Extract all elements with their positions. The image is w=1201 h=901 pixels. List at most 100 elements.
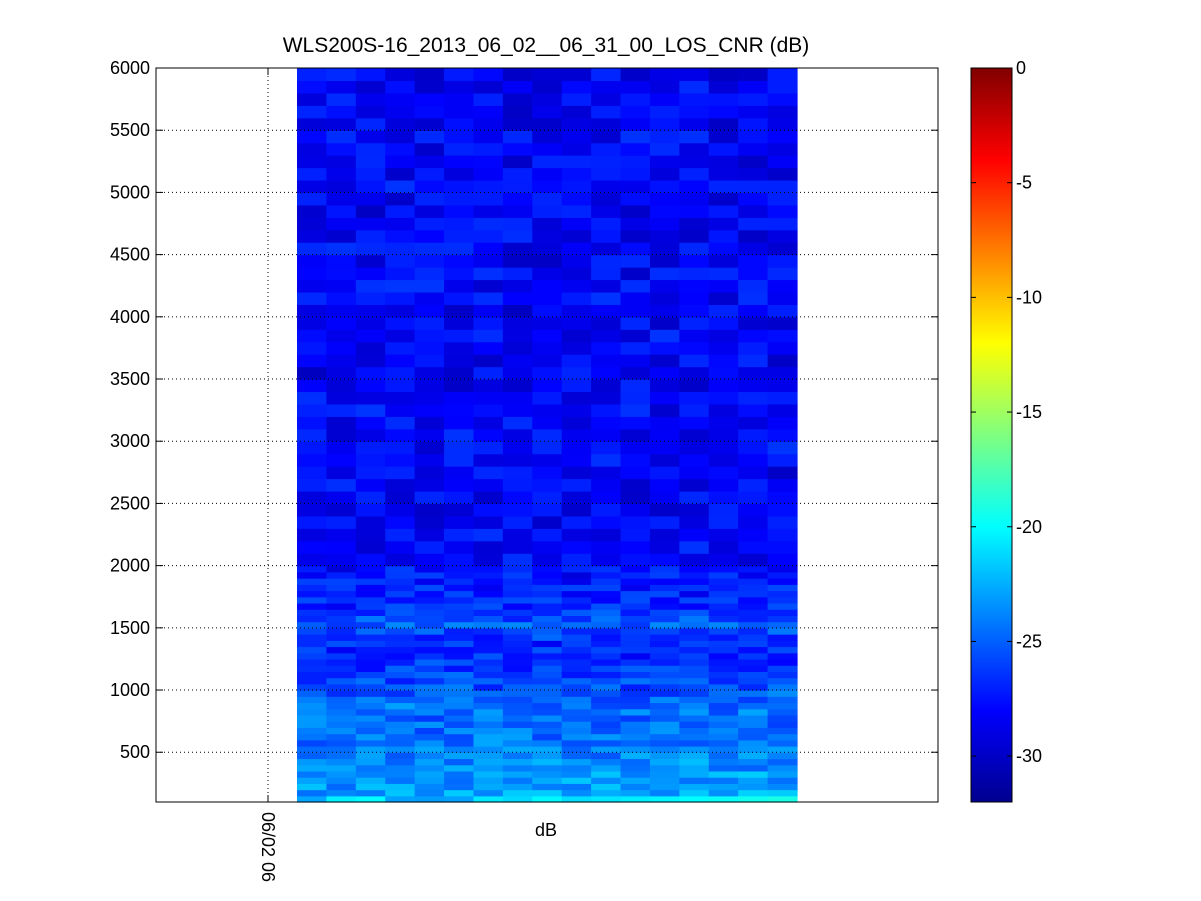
y-tick-label: 1000 [110, 680, 150, 700]
heatmap-cell [326, 155, 357, 169]
heatmap-cell [297, 117, 328, 131]
heatmap-cell [532, 117, 563, 131]
heatmap-cell [473, 721, 504, 728]
heatmap-cell [708, 403, 739, 417]
heatmap-cell [414, 316, 445, 330]
heatmap-cell [444, 708, 475, 716]
heatmap-cell [532, 316, 563, 330]
heatmap-cell [679, 609, 710, 616]
heatmap-cell [532, 229, 563, 243]
heatmap-cell [326, 503, 357, 517]
heatmap-cell [708, 677, 739, 685]
heatmap-cell [679, 658, 710, 666]
heatmap-cell [620, 596, 651, 604]
heatmap-cell [326, 528, 357, 542]
heatmap-cell [561, 341, 592, 355]
colorbar-tick-label: -30 [1016, 746, 1042, 766]
heatmap-cell [414, 640, 445, 648]
heatmap-cell [355, 179, 386, 194]
heatmap-cell [297, 646, 328, 654]
y-tick-label: 1500 [110, 618, 150, 638]
heatmap-cell [297, 453, 328, 467]
heatmap-cell [532, 671, 563, 679]
heatmap-cell [297, 130, 328, 144]
heatmap-cell [385, 683, 416, 691]
heatmap-cell [297, 528, 328, 542]
heatmap-cell [297, 652, 328, 660]
heatmap-cell [649, 204, 680, 218]
heatmap-cell [326, 708, 357, 716]
heatmap-cell [738, 584, 769, 592]
heatmap-cell [591, 721, 622, 728]
heatmap-cell [591, 242, 622, 256]
heatmap-cell [649, 155, 680, 169]
heatmap-cell [385, 403, 416, 417]
heatmap-cell [679, 68, 710, 82]
heatmap-cell [591, 354, 622, 368]
heatmap-cell [561, 627, 592, 635]
heatmap-cell [649, 179, 680, 194]
heatmap-cell [473, 466, 504, 480]
heatmap-cell [532, 777, 563, 784]
heatmap-cell [385, 783, 416, 791]
heatmap-cell [679, 291, 710, 305]
heatmap-cell [502, 783, 533, 791]
heatmap-cell [444, 130, 475, 144]
heatmap-cell [767, 242, 798, 256]
heatmap-cell [649, 503, 680, 517]
heatmap-cell [355, 739, 386, 747]
heatmap-cell [649, 677, 680, 685]
heatmap-cell [444, 403, 475, 417]
heatmap-cell [444, 254, 475, 268]
heatmap-cell [679, 733, 710, 741]
colorbar-tick-label: -25 [1016, 631, 1042, 651]
heatmap-cell [502, 652, 533, 660]
heatmap-cell [414, 602, 445, 610]
heatmap-cell [679, 130, 710, 144]
heatmap-cell [708, 316, 739, 330]
heatmap-cell [708, 696, 739, 704]
heatmap-cell [414, 795, 445, 803]
heatmap-cell [326, 267, 357, 281]
heatmap-cell [473, 789, 504, 797]
heatmap-cell [591, 316, 622, 330]
heatmap-cell [473, 777, 504, 784]
heatmap-cell [738, 515, 769, 529]
heatmap-cell [444, 696, 475, 704]
heatmap-cell [708, 721, 739, 728]
heatmap-cell [591, 752, 622, 760]
heatmap-cell [297, 540, 328, 554]
heatmap-cell [620, 130, 651, 144]
heatmap-cell [620, 466, 651, 480]
heatmap-cell [561, 515, 592, 529]
heatmap-cell [620, 746, 651, 753]
heatmap-cell [620, 515, 651, 529]
heatmap-cell [326, 584, 357, 592]
heatmap-cell [355, 708, 386, 716]
heatmap-cell [532, 702, 563, 710]
heatmap-cell [502, 267, 533, 281]
heatmap-cell [385, 708, 416, 716]
heatmap-cell [355, 789, 386, 797]
heatmap-cell [561, 652, 592, 660]
heatmap-cell [679, 584, 710, 592]
heatmap-cell [444, 602, 475, 610]
heatmap-cell [385, 217, 416, 231]
heatmap-cell [532, 428, 563, 442]
heatmap-cell [444, 105, 475, 119]
heatmap-cell [679, 690, 710, 697]
heatmap-cell [473, 764, 504, 772]
heatmap-cell [473, 503, 504, 517]
heatmap-cell [649, 609, 680, 616]
heatmap-cell [591, 267, 622, 281]
heatmap-cell [649, 746, 680, 753]
heatmap-cell [473, 733, 504, 741]
heatmap-cell [738, 702, 769, 710]
heatmap-cell [502, 634, 533, 641]
heatmap-cell [297, 752, 328, 760]
heatmap-cell [620, 683, 651, 691]
heatmap-cell [620, 254, 651, 268]
heatmap-cell [708, 640, 739, 648]
heatmap-cell [414, 671, 445, 679]
heatmap-cell [473, 783, 504, 791]
